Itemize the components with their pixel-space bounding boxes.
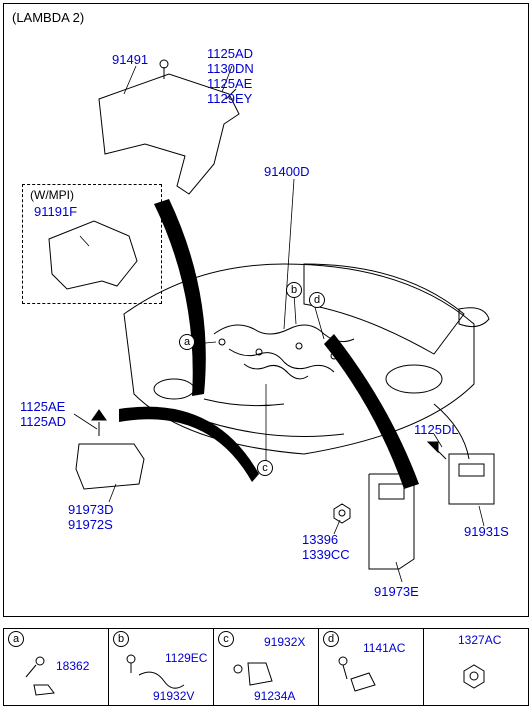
part-91972S[interactable]: 91972S — [68, 517, 113, 534]
part-91400D[interactable]: 91400D — [264, 164, 310, 181]
part-91932V[interactable]: 91932V — [153, 689, 194, 705]
part-91491[interactable]: 91491 — [112, 52, 148, 69]
legend-cell-d: d 1141AC — [319, 629, 424, 705]
diagram-frame: (LAMBDA 2) — [3, 3, 529, 617]
legend-cell-b: b 1129EC 91932V — [109, 629, 214, 705]
part-1129EC[interactable]: 1129EC — [165, 651, 207, 667]
legend-cell-c: c 91932X 91234A — [214, 629, 319, 705]
part-1141AC[interactable]: 1141AC — [363, 641, 405, 657]
ref-d: d — [309, 292, 325, 308]
part-1129EY[interactable]: 1129EY — [207, 91, 252, 108]
wmpi-title: (W/MPI) — [30, 188, 74, 202]
part-1125DL[interactable]: 1125DL — [414, 422, 459, 439]
part-18362[interactable]: 18362 — [56, 659, 89, 675]
legend-cell-e: 1327AC — [424, 629, 528, 705]
ref-b: b — [286, 282, 302, 298]
wmpi-box — [22, 184, 162, 304]
legend-table: a 18362 b 1129EC 91932V c 91932X 91234A … — [3, 628, 529, 706]
part-91931S[interactable]: 91931S — [464, 524, 509, 541]
part-91973E[interactable]: 91973E — [374, 584, 419, 601]
part-1125AD-2[interactable]: 1125AD — [20, 414, 66, 431]
part-91932X[interactable]: 91932X — [264, 635, 305, 651]
part-1339CC[interactable]: 1339CC — [302, 547, 350, 564]
part-91234A[interactable]: 91234A — [254, 689, 295, 705]
legend-cell-a: a 18362 — [4, 629, 109, 705]
ref-c: c — [257, 460, 273, 476]
part-91191F[interactable]: 91191F — [34, 204, 77, 221]
ref-a: a — [179, 334, 195, 350]
